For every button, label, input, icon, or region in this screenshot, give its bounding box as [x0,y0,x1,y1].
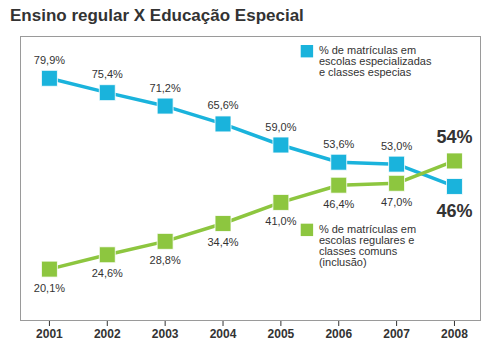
svg-text:79,9%: 79,9% [34,54,65,66]
svg-text:20,1%: 20,1% [34,282,65,294]
svg-text:53,6%: 53,6% [323,138,354,150]
svg-text:59,0%: 59,0% [265,121,296,133]
svg-text:75,4%: 75,4% [92,68,123,80]
svg-text:2005: 2005 [268,327,295,341]
svg-text:46%: 46% [436,201,472,221]
svg-text:54%: 54% [436,127,472,147]
svg-text:34,4%: 34,4% [207,236,238,248]
svg-text:2007: 2007 [383,327,410,341]
svg-text:2004: 2004 [210,327,237,341]
svg-text:% de matrículas emescolas regu: % de matrículas emescolas regulares ecla… [319,223,416,268]
svg-text:2006: 2006 [325,327,352,341]
svg-text:65,6%: 65,6% [207,99,238,111]
svg-text:41,0%: 41,0% [265,215,296,227]
svg-text:24,6%: 24,6% [92,267,123,279]
svg-text:2002: 2002 [94,327,121,341]
svg-text:2003: 2003 [152,327,179,341]
svg-text:47,0%: 47,0% [381,196,412,208]
svg-text:46,4%: 46,4% [323,198,354,210]
svg-text:53,0%: 53,0% [381,140,412,152]
html-text:Ensino regular X Educação Espe: Ensino regular X Educação Especial [10,6,304,25]
svg-text:2001: 2001 [36,327,63,341]
svg-text:% de matrículas emescolas espe: % de matrículas emescolas especializadas… [319,44,432,78]
svg-text:28,8%: 28,8% [150,254,181,266]
svg-text:71,2%: 71,2% [150,82,181,94]
svg-text:2008: 2008 [441,327,468,341]
